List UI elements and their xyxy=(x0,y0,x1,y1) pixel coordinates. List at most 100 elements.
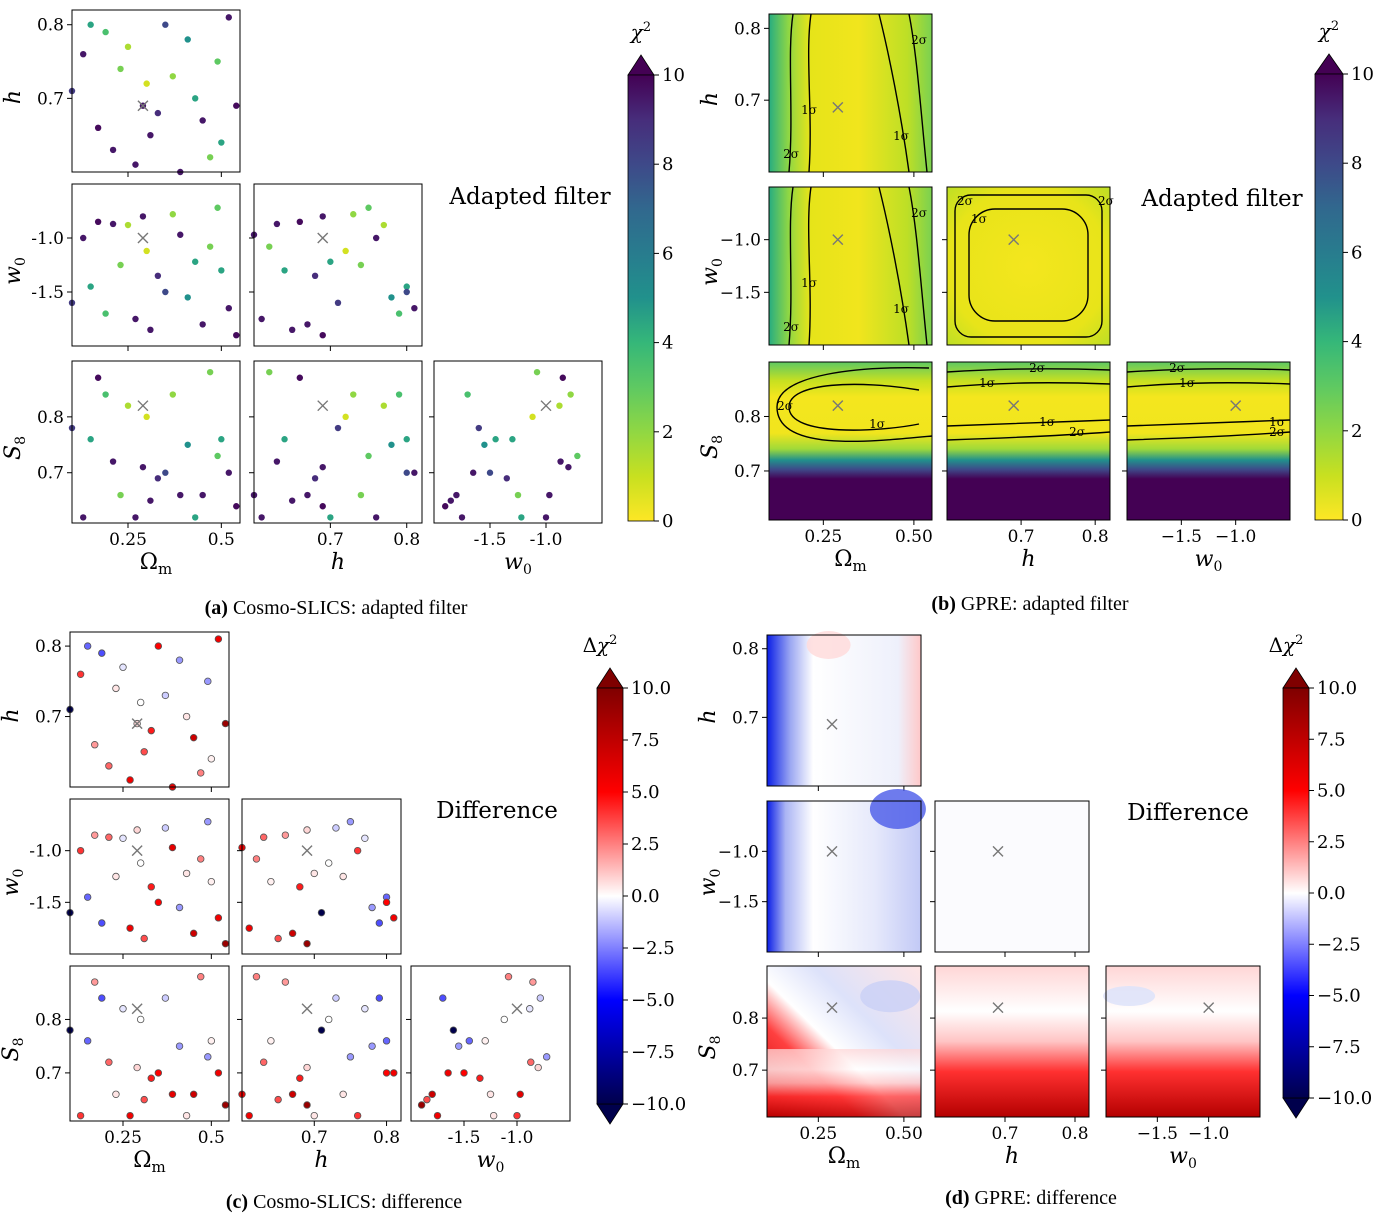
axis-label-Om-c: Ωm xyxy=(133,1148,165,1176)
x-tick-label: 0.7 xyxy=(301,1128,328,1148)
colorbar-title: Δχ2 xyxy=(1269,633,1304,657)
scatter-point xyxy=(388,441,395,448)
colorbar-tick-label: −5.0 xyxy=(631,990,675,1011)
scatter-point xyxy=(518,514,525,521)
scatter-point xyxy=(317,1026,326,1034)
contour-line xyxy=(946,419,1111,427)
x-tick-label: 0.8 xyxy=(1082,527,1109,547)
scatter-point xyxy=(124,221,132,229)
contour-label: 2σ xyxy=(957,194,973,208)
scatter-point xyxy=(161,994,170,1002)
scatter-point xyxy=(319,213,326,220)
scatter-point xyxy=(175,1042,184,1050)
axis-label-w0-a: w0 xyxy=(504,550,532,578)
scatter-point xyxy=(192,514,199,521)
colorbar-title: Δχ2 xyxy=(583,633,618,657)
subplot-frame xyxy=(766,800,922,953)
scatter-point xyxy=(317,908,326,917)
panel-annotation: Adapted filter xyxy=(448,184,610,210)
contour-line xyxy=(776,367,933,443)
scatter-point xyxy=(154,642,163,650)
scatter-point xyxy=(382,1037,391,1045)
fiducial-marker xyxy=(992,845,1004,857)
contour-label: 1σ xyxy=(801,103,817,117)
y-tick-label: -1.0 xyxy=(29,842,62,862)
scatter-point xyxy=(296,1074,304,1082)
scatter-point xyxy=(288,497,296,504)
scatter-point xyxy=(372,234,380,242)
fiducial-marker xyxy=(137,232,149,244)
scatter-point xyxy=(140,1095,148,1104)
scatter-point xyxy=(102,28,109,36)
x-tick-label: 0.50 xyxy=(895,527,933,547)
scatter-point xyxy=(303,1101,311,1109)
scatter-point xyxy=(516,1090,524,1098)
scatter-point xyxy=(147,131,154,139)
x-tick-label: 0.7 xyxy=(991,1124,1018,1144)
y-tick-label: 0.8 xyxy=(37,16,64,36)
scatter-point xyxy=(428,1090,436,1098)
scatter-point xyxy=(189,1090,198,1098)
scatter-point xyxy=(395,310,403,317)
scatter-point xyxy=(266,243,273,250)
colorbar-tick-label: 10 xyxy=(1351,64,1374,85)
scatter-point xyxy=(536,994,545,1002)
subplot-frame xyxy=(1126,361,1291,521)
contour-line xyxy=(878,186,910,346)
scatter-point xyxy=(162,288,169,296)
subplot-frame xyxy=(241,798,402,955)
scatter-point xyxy=(465,1037,473,1045)
scatter-point xyxy=(458,514,466,521)
x-tick-label: 0.25 xyxy=(804,527,842,547)
scatter-point xyxy=(486,1090,495,1098)
scatter-point xyxy=(126,776,134,784)
colorbar: −10.0 −7.5 −5.0 −2.5 0.0 2.5 5.0 7.5 10.0 Δχ2 xyxy=(583,633,686,1125)
scatter-point xyxy=(411,305,418,312)
axis-label-h-a: h xyxy=(1,90,26,104)
contour-line xyxy=(946,382,1111,388)
scatter-point xyxy=(433,1111,442,1120)
contour-label: 2σ xyxy=(1269,425,1285,439)
subplot-frame xyxy=(768,361,933,521)
scatter-point xyxy=(199,321,206,328)
colorbar-tick-label: −7.5 xyxy=(1317,1037,1361,1058)
scatter-point xyxy=(481,441,488,448)
contour-label: 1σ xyxy=(971,212,987,226)
scatter-point xyxy=(197,855,205,863)
scatter-point xyxy=(390,914,398,922)
scatter-point xyxy=(233,332,240,339)
fiducial-marker xyxy=(832,234,844,246)
scatter-point xyxy=(252,855,261,863)
scatter-point xyxy=(417,1101,426,1109)
x-tick-label: -1.5 xyxy=(474,530,507,550)
scatter-point xyxy=(361,1005,369,1013)
scatter-point xyxy=(218,436,225,443)
axis-label-w0-d: w0 xyxy=(696,869,724,897)
fiducial-marker xyxy=(131,1003,143,1015)
scatter-point xyxy=(353,1111,362,1120)
scatter-point xyxy=(105,1058,113,1066)
subplot-w0-vs-Om: -1.5 -1.0 xyxy=(31,183,241,351)
scatter-point xyxy=(403,469,410,476)
scatter-point xyxy=(527,1058,535,1066)
scatter-point xyxy=(98,919,106,927)
scatter-point xyxy=(162,21,169,28)
scatter-point xyxy=(274,934,282,943)
panel-caption: (a) Cosmo-SLICS: adapted filter xyxy=(205,597,468,619)
scatter-point xyxy=(252,972,261,981)
scatter-point xyxy=(112,1090,120,1098)
contour-label: 2σ xyxy=(783,320,799,334)
colorbar-tick-label: 5.0 xyxy=(631,782,660,803)
y-tick-label: 0.8 xyxy=(732,1009,759,1029)
scatter-point xyxy=(136,1015,145,1024)
scatter-point xyxy=(221,939,230,948)
panel-annotation: Difference xyxy=(436,798,558,824)
scatter-point xyxy=(503,475,510,482)
y-tick-label: 0.8 xyxy=(734,407,761,427)
scatter-point xyxy=(310,869,318,878)
contour-line xyxy=(908,186,928,346)
contour-label: 2σ xyxy=(1098,194,1114,208)
subplot-frame xyxy=(766,634,922,787)
scatter-point xyxy=(126,1111,134,1120)
